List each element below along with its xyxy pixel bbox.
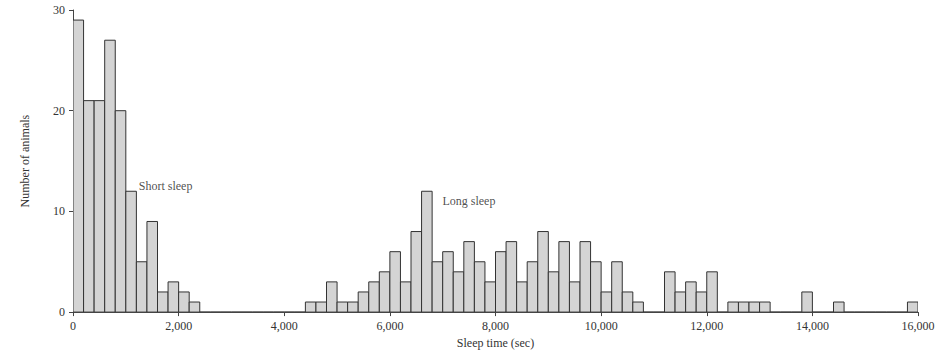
svg-text:2,000: 2,000	[165, 319, 192, 333]
svg-text:16,000: 16,000	[902, 319, 935, 333]
svg-text:6,000: 6,000	[376, 319, 403, 333]
svg-text:8,000: 8,000	[482, 319, 509, 333]
svg-text:Number of animals: Number of animals	[18, 114, 32, 207]
svg-text:10,000: 10,000	[585, 319, 618, 333]
svg-text:Short sleep: Short sleep	[139, 179, 193, 193]
svg-text:12,000: 12,000	[690, 319, 723, 333]
svg-text:14,000: 14,000	[796, 319, 829, 333]
svg-text:0: 0	[70, 319, 76, 333]
svg-text:20: 20	[53, 104, 65, 118]
svg-text:10: 10	[53, 204, 65, 218]
svg-text:Sleep time (sec): Sleep time (sec)	[457, 336, 534, 350]
svg-text:4,000: 4,000	[271, 319, 298, 333]
svg-text:Long sleep: Long sleep	[442, 194, 495, 208]
svg-text:0: 0	[59, 305, 65, 319]
svg-text:30: 30	[53, 3, 65, 17]
